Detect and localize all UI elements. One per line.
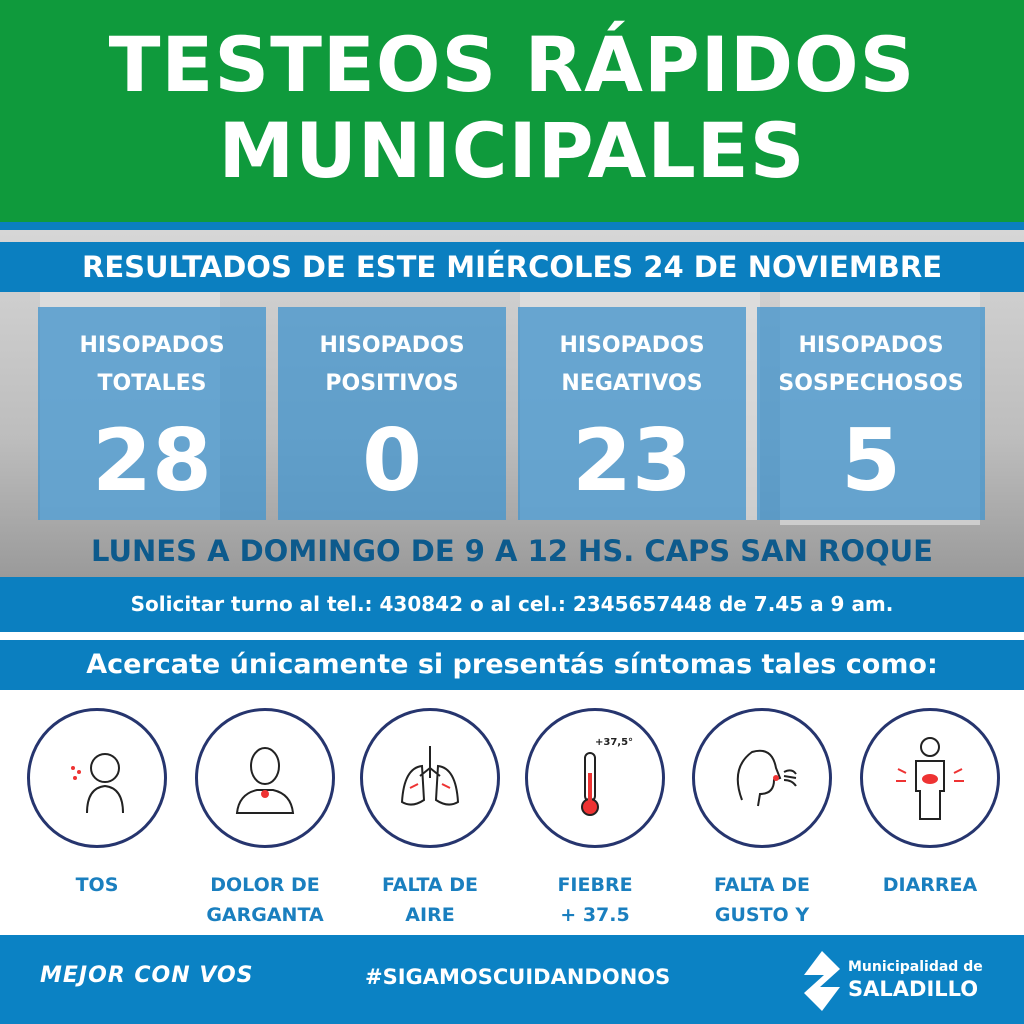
schedule-text: LUNES A DOMINGO DE 9 A 12 HS. CAPS SAN R… (91, 534, 933, 568)
card-label: SOSPECHOSOS (778, 371, 964, 396)
symptom-sore-throat: DOLOR DE GARGANTA (180, 708, 350, 930)
card-label: TOTALES (97, 371, 207, 396)
cough-icon (27, 708, 167, 848)
card-label: POSITIVOS (325, 371, 459, 396)
symptom-label: TOS (75, 874, 119, 896)
footer: MEJOR CON VOS #SIGAMOSCUIDANDONOS Munici… (0, 935, 1024, 1024)
symptom-label: FALTA DE (381, 874, 479, 896)
card-label: HISOPADOS (559, 333, 705, 358)
symptom-label: DIARREA (882, 874, 978, 896)
card-label: HISOPADOS (798, 333, 944, 358)
slogan-logo: MEJOR CON VOS (40, 963, 254, 988)
saladillo-logo-icon (800, 951, 844, 1015)
symptom-fever: +37,5° FIEBRE + 37.5 (510, 708, 680, 930)
thermometer-reading: +37,5° (595, 737, 633, 748)
lungs-icon (360, 708, 500, 848)
divider (0, 222, 1024, 230)
card-value: 5 (841, 411, 901, 511)
card-label: HISOPADOS (79, 333, 225, 358)
symptom-diarrhea: DIARREA (845, 708, 1015, 900)
card-value: 0 (362, 411, 422, 511)
card-value: 23 (572, 411, 692, 511)
header-title: TESTEOS RÁPIDOS MUNICIPALES (0, 0, 1024, 222)
card-suspected: HISOPADOS SOSPECHOSOS 5 (757, 307, 985, 520)
hashtag: #SIGAMOSCUIDANDONOS (365, 965, 671, 989)
title-line-2: MUNICIPALES (218, 106, 806, 195)
results-title: RESULTADOS DE ESTE MIÉRCOLES 24 DE NOVIE… (0, 242, 1024, 292)
symptom-breath: FALTA DE AIRE (345, 708, 515, 930)
symptom-label: GARGANTA (206, 904, 324, 926)
card-negative: HISOPADOS NEGATIVOS 23 (518, 307, 746, 520)
card-positive: HISOPADOS POSITIVOS 0 (278, 307, 506, 520)
symptom-label: + 37.5 (560, 904, 630, 926)
symptoms-title: Acercate únicamente si presentás síntoma… (0, 640, 1024, 690)
org-name-line1: Municipalidad de (848, 959, 983, 975)
appointment-info: Solicitar turno al tel.: 430842 o al cel… (0, 577, 1024, 632)
card-value: 28 (92, 411, 212, 511)
org-name-line2: SALADILLO (848, 977, 979, 1001)
symptom-cough: TOS (12, 708, 182, 900)
smell-icon (692, 708, 832, 848)
stomach-icon (860, 708, 1000, 848)
symptom-label: DOLOR DE (210, 874, 320, 896)
symptom-label: AIRE (405, 904, 455, 926)
symptom-label: FALTA DE (713, 874, 811, 896)
card-label: NEGATIVOS (561, 371, 703, 396)
title-line-1: TESTEOS RÁPIDOS (108, 20, 916, 109)
thermometer-icon: +37,5° (525, 708, 665, 848)
sore-throat-icon (195, 708, 335, 848)
card-total: HISOPADOS TOTALES 28 (38, 307, 266, 520)
card-label: HISOPADOS (319, 333, 465, 358)
symptom-label: FIEBRE (557, 874, 633, 896)
